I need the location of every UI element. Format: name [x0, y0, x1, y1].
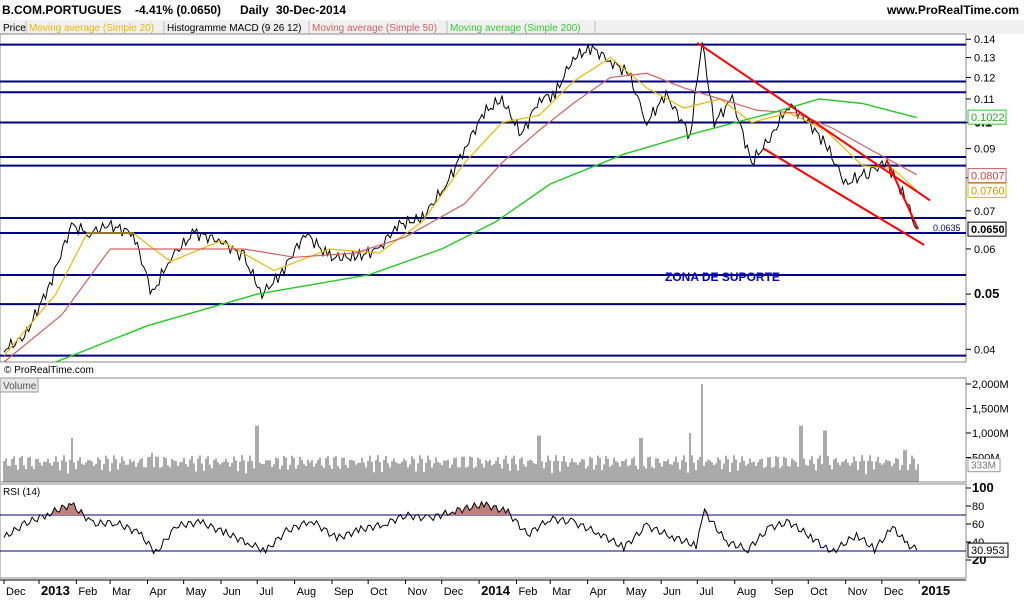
x-tick-label: Sep	[774, 586, 794, 598]
volume-tick-label: 1,000M	[972, 428, 1009, 440]
series-moving-average-simple-20-	[3, 56, 918, 356]
chart-header: B.COM.PORTUGUES -4.41% (0.0650) Daily 30…	[0, 0, 1024, 20]
x-tick-label: Jun	[223, 586, 241, 598]
value-label: 0.1022	[971, 112, 1005, 124]
series-moving-average-simple-50-	[3, 72, 918, 363]
series-price	[3, 42, 918, 353]
copyright: © ProRealTime.com	[4, 365, 94, 376]
price-change: -4.41% (0.0650)	[135, 3, 221, 17]
price-tick-label: 0.09	[974, 144, 995, 156]
legend-item: Moving average (Simple 200)	[450, 23, 581, 34]
x-tick-label: Dec	[884, 586, 904, 598]
symbol-name: B.COM.PORTUGUES	[2, 3, 121, 17]
volume-value-label: 333M	[971, 461, 996, 472]
x-tick-label: Apr	[590, 586, 607, 598]
x-tick-label: Aug	[297, 586, 317, 598]
legend-item: Price	[3, 23, 26, 34]
x-tick-label: Mar	[552, 586, 571, 598]
rsi-panel: RSI (14)	[0, 483, 967, 579]
x-tick-label: Feb	[78, 586, 97, 598]
x-tick-label: Mar	[112, 586, 131, 598]
indicator-legend: Price Moving average (Simple 20) Histogram…	[0, 20, 1024, 34]
price-tick-label: 0.11	[974, 94, 995, 106]
price-tick-label: 0.07	[974, 206, 995, 218]
x-tick-label: 2014	[481, 583, 511, 598]
rsi-value-label: 30.953	[971, 545, 1005, 557]
rsi-overbought-fill	[450, 501, 511, 515]
x-tick-label: Dec	[444, 586, 464, 598]
rsi-line	[3, 500, 918, 555]
value-label: 0.0760	[971, 185, 1005, 197]
value-label: 0.0650	[971, 224, 1005, 236]
site-url[interactable]: www.ProRealTime.com	[886, 3, 1019, 17]
legend-item: Moving average (Simple 20)	[29, 23, 154, 34]
date-label: 30-Dec-2014	[276, 3, 346, 17]
volume-title: Volume	[3, 381, 37, 392]
trend-line	[885, 159, 919, 230]
volume-panel: Volume	[0, 377, 967, 483]
y-axes: 0.140.130.120.110.10.090.080.070.060.050…	[933, 34, 1009, 567]
x-tick-label: Feb	[518, 586, 537, 598]
value-label: 0.0807	[971, 171, 1005, 183]
x-tick-label: Jul	[699, 586, 713, 598]
price-panel: ZONA DE SUPORTE	[0, 33, 967, 363]
volume-tick-label: 1,500M	[972, 404, 1009, 416]
x-tick-label: Nov	[408, 586, 428, 598]
rsi-title: RSI (14)	[3, 487, 40, 498]
x-tick-label: Jul	[259, 586, 273, 598]
trend-value-label: 0.0635	[933, 223, 961, 233]
volume-tick-label: 2,000M	[972, 379, 1009, 391]
rsi-overbought-fill	[52, 502, 84, 515]
series-moving-average-simple-200-	[55, 98, 917, 363]
x-tick-label: Oct	[810, 586, 827, 598]
x-tick-label: Aug	[737, 586, 757, 598]
x-axis: Dec 2013 Feb Mar Apr May Jun Jul Aug Sep Oct Nov Dec…	[0, 579, 966, 598]
x-tick-label: Sep	[334, 586, 354, 598]
trend-line	[696, 41, 931, 202]
x-tick-label: May	[186, 586, 207, 598]
period-label: Daily	[240, 3, 269, 17]
x-tick-label: Dec	[6, 586, 26, 598]
trend-line	[763, 147, 925, 246]
x-tick-label: Oct	[370, 586, 387, 598]
zona-suporte-label: ZONA DE SUPORTE	[665, 270, 780, 284]
x-tick-label: Jun	[663, 586, 681, 598]
price-tick-label: 0.12	[974, 72, 995, 84]
rsi-tick-label: 60	[972, 519, 984, 531]
rsi-tick-label: 80	[972, 501, 984, 513]
price-tick-label: 0.04	[974, 344, 995, 356]
x-tick-label: May	[626, 586, 647, 598]
rsi-tick-label: 100	[972, 480, 994, 495]
x-tick-label: 2013	[41, 583, 70, 598]
price-tick-label: 0.06	[974, 244, 995, 256]
x-tick-label: Apr	[149, 586, 166, 598]
legend-item: Moving average (Simple 50)	[312, 23, 437, 34]
x-tick-label: 2015	[921, 583, 950, 598]
price-tick-label: 0.05	[974, 286, 999, 301]
price-tick-label: 0.14	[974, 34, 995, 46]
price-tick-label: 0.13	[974, 53, 995, 65]
legend-item: Histogramme MACD (9 26 12)	[167, 23, 301, 34]
x-tick-label: Nov	[848, 586, 868, 598]
